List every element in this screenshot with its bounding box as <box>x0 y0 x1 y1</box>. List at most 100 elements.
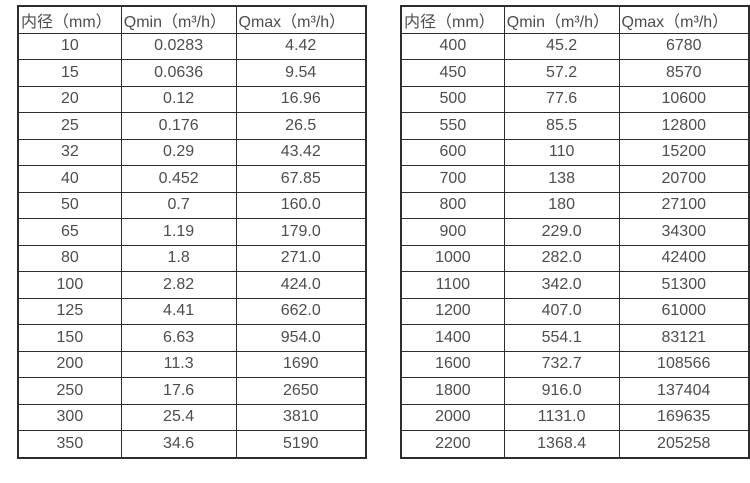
table-row: 32 0.29 43.42 <box>17 138 367 166</box>
flow-table-right: 内径（mm） Qmin（m³/h） Qmax（m³/h） 400 45.2 6780 45… <box>400 5 750 459</box>
table-row: 40 0.452 67.85 <box>17 165 367 193</box>
table-row: 900 229.0 34300 <box>400 218 750 246</box>
table-row: 15 0.0636 9.54 <box>17 59 367 87</box>
table-cell: 0.0636 <box>120 59 237 87</box>
column-header: 内径（mm） <box>17 5 122 34</box>
column-header: Qmax（m³/h） <box>235 5 367 34</box>
column-header: Qmax（m³/h） <box>618 5 750 34</box>
table-cell: 0.0283 <box>120 32 237 60</box>
table-cell: 2650 <box>235 377 367 405</box>
table-cell: 11.3 <box>120 350 237 378</box>
table-cell: 407.0 <box>503 297 620 325</box>
table-cell: 2200 <box>400 430 505 458</box>
table-cell: 10600 <box>618 85 750 113</box>
flow-spec-tables: 内径（mm） Qmin（m³/h） Qmax（m³/h） 10 0.0283 4.42 1… <box>17 5 750 459</box>
table-cell: 1000 <box>400 244 505 272</box>
table-cell: 250 <box>17 377 122 405</box>
table-cell: 25.4 <box>120 403 237 431</box>
table-row: 250 17.6 2650 <box>17 377 367 405</box>
table-row: 450 57.2 8570 <box>400 59 750 87</box>
table-cell: 27100 <box>618 191 750 219</box>
table-row: 2000 1131.0 169635 <box>400 403 750 431</box>
table-cell: 26.5 <box>235 112 367 140</box>
table-cell: 1.19 <box>120 218 237 246</box>
table-header-row: 内径（mm） Qmin（m³/h） Qmax（m³/h） <box>400 5 750 34</box>
table-cell: 83121 <box>618 324 750 352</box>
table-cell: 662.0 <box>235 297 367 325</box>
table-row: 800 180 27100 <box>400 191 750 219</box>
table-cell: 732.7 <box>503 350 620 378</box>
table-cell: 2.82 <box>120 271 237 299</box>
table-cell: 350 <box>17 430 122 458</box>
table-row: 65 1.19 179.0 <box>17 218 367 246</box>
table-cell: 180 <box>503 191 620 219</box>
table-row: 125 4.41 662.0 <box>17 297 367 325</box>
table-row: 550 85.5 12800 <box>400 112 750 140</box>
table-cell: 15200 <box>618 138 750 166</box>
table-cell: 229.0 <box>503 218 620 246</box>
table-cell: 282.0 <box>503 244 620 272</box>
table-cell: 0.29 <box>120 138 237 166</box>
table-cell: 4.42 <box>235 32 367 60</box>
table-row: 1800 916.0 137404 <box>400 377 750 405</box>
table-cell: 1400 <box>400 324 505 352</box>
table-cell: 20700 <box>618 165 750 193</box>
table-cell: 342.0 <box>503 271 620 299</box>
table-cell: 1600 <box>400 350 505 378</box>
table-row: 1600 732.7 108566 <box>400 350 750 378</box>
table-cell: 10 <box>17 32 122 60</box>
table-cell: 137404 <box>618 377 750 405</box>
table-row: 25 0.176 26.5 <box>17 112 367 140</box>
table-cell: 0.12 <box>120 85 237 113</box>
table-cell: 61000 <box>618 297 750 325</box>
table-cell: 550 <box>400 112 505 140</box>
table-cell: 1100 <box>400 271 505 299</box>
table-row: 700 138 20700 <box>400 165 750 193</box>
column-header: Qmin（m³/h） <box>120 5 237 34</box>
table-row: 2200 1368.4 205258 <box>400 430 750 458</box>
table-cell: 67.85 <box>235 165 367 193</box>
column-header: Qmin（m³/h） <box>503 5 620 34</box>
table-cell: 1690 <box>235 350 367 378</box>
table-row: 1100 342.0 51300 <box>400 271 750 299</box>
table-cell: 160.0 <box>235 191 367 219</box>
table-row: 600 110 15200 <box>400 138 750 166</box>
table-cell: 450 <box>400 59 505 87</box>
table-cell: 200 <box>17 350 122 378</box>
table-cell: 125 <box>17 297 122 325</box>
table-cell: 43.42 <box>235 138 367 166</box>
table-header-row: 内径（mm） Qmin（m³/h） Qmax（m³/h） <box>17 5 367 34</box>
table-cell: 700 <box>400 165 505 193</box>
table-cell: 600 <box>400 138 505 166</box>
table-cell: 0.452 <box>120 165 237 193</box>
table-row: 200 11.3 1690 <box>17 350 367 378</box>
table-cell: 108566 <box>618 350 750 378</box>
table-cell: 32 <box>17 138 122 166</box>
table-cell: 1200 <box>400 297 505 325</box>
table-cell: 40 <box>17 165 122 193</box>
table-cell: 85.5 <box>503 112 620 140</box>
table-cell: 100 <box>17 271 122 299</box>
table-cell: 6780 <box>618 32 750 60</box>
table-row: 1200 407.0 61000 <box>400 297 750 325</box>
table-cell: 1131.0 <box>503 403 620 431</box>
table-row: 80 1.8 271.0 <box>17 244 367 272</box>
column-header: 内径（mm） <box>400 5 505 34</box>
table-cell: 424.0 <box>235 271 367 299</box>
table-cell: 150 <box>17 324 122 352</box>
table-cell: 16.96 <box>235 85 367 113</box>
table-row: 1000 282.0 42400 <box>400 244 750 272</box>
table-cell: 110 <box>503 138 620 166</box>
table-row: 50 0.7 160.0 <box>17 191 367 219</box>
table-row: 350 34.6 5190 <box>17 430 367 458</box>
table-cell: 9.54 <box>235 59 367 87</box>
table-cell: 4.41 <box>120 297 237 325</box>
table-cell: 12800 <box>618 112 750 140</box>
table-cell: 77.6 <box>503 85 620 113</box>
table-cell: 5190 <box>235 430 367 458</box>
table-cell: 34300 <box>618 218 750 246</box>
table-row: 1400 554.1 83121 <box>400 324 750 352</box>
table-cell: 6.63 <box>120 324 237 352</box>
table-cell: 50 <box>17 191 122 219</box>
table-row: 300 25.4 3810 <box>17 403 367 431</box>
